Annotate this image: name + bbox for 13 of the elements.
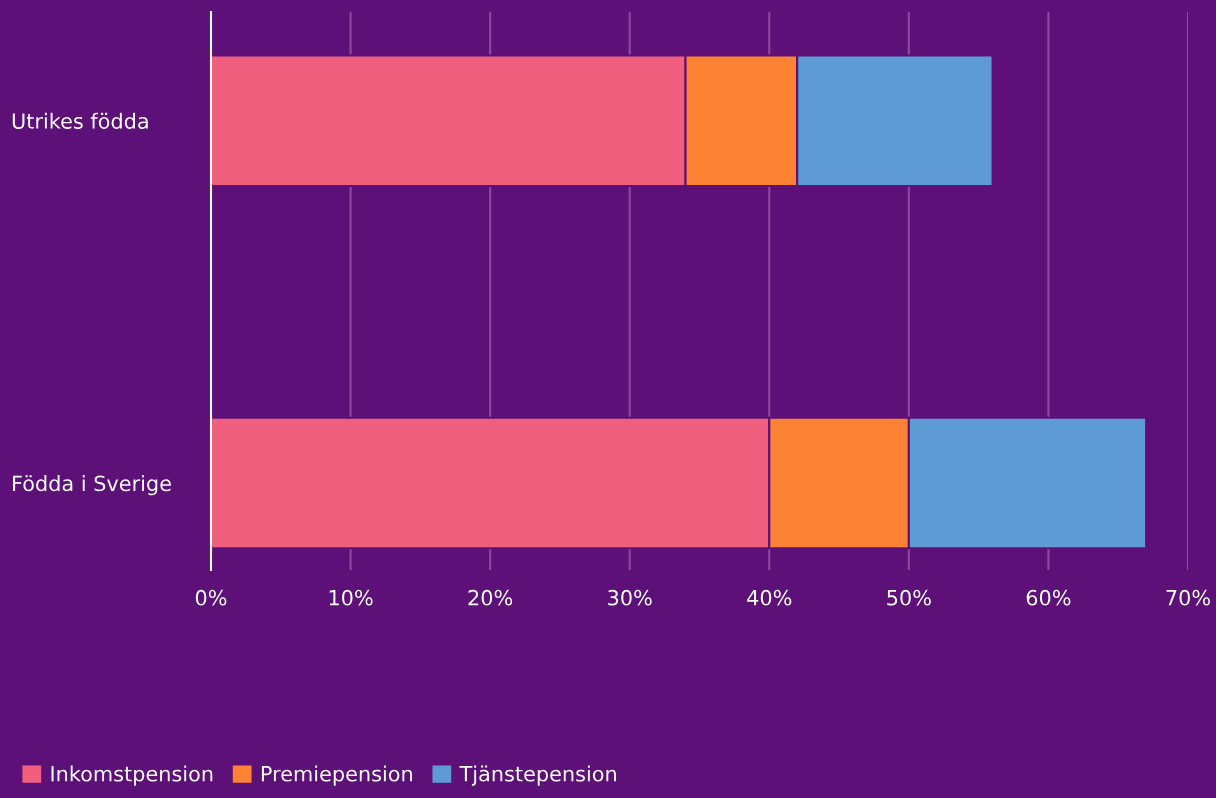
legend-label: Tjänstepension	[459, 765, 616, 786]
legend-label: Premiepension	[261, 765, 412, 786]
x-tick-label: 70%	[1166, 589, 1210, 606]
y-tick-label: Födda i Sverige	[13, 475, 171, 496]
y-tick-label: Utrikes födda	[12, 112, 148, 129]
x-tick-label: 50%	[887, 589, 931, 606]
x-tick-label: 40%	[747, 589, 792, 606]
x-tick-label: 20%	[468, 589, 513, 606]
legend-label: Inkomstpension	[51, 765, 213, 786]
x-tick-label: 10%	[329, 589, 373, 606]
x-tick-label: 0%	[195, 589, 227, 606]
x-tick-label: 30%	[608, 589, 652, 606]
x-tick-label: 60%	[1026, 589, 1071, 606]
